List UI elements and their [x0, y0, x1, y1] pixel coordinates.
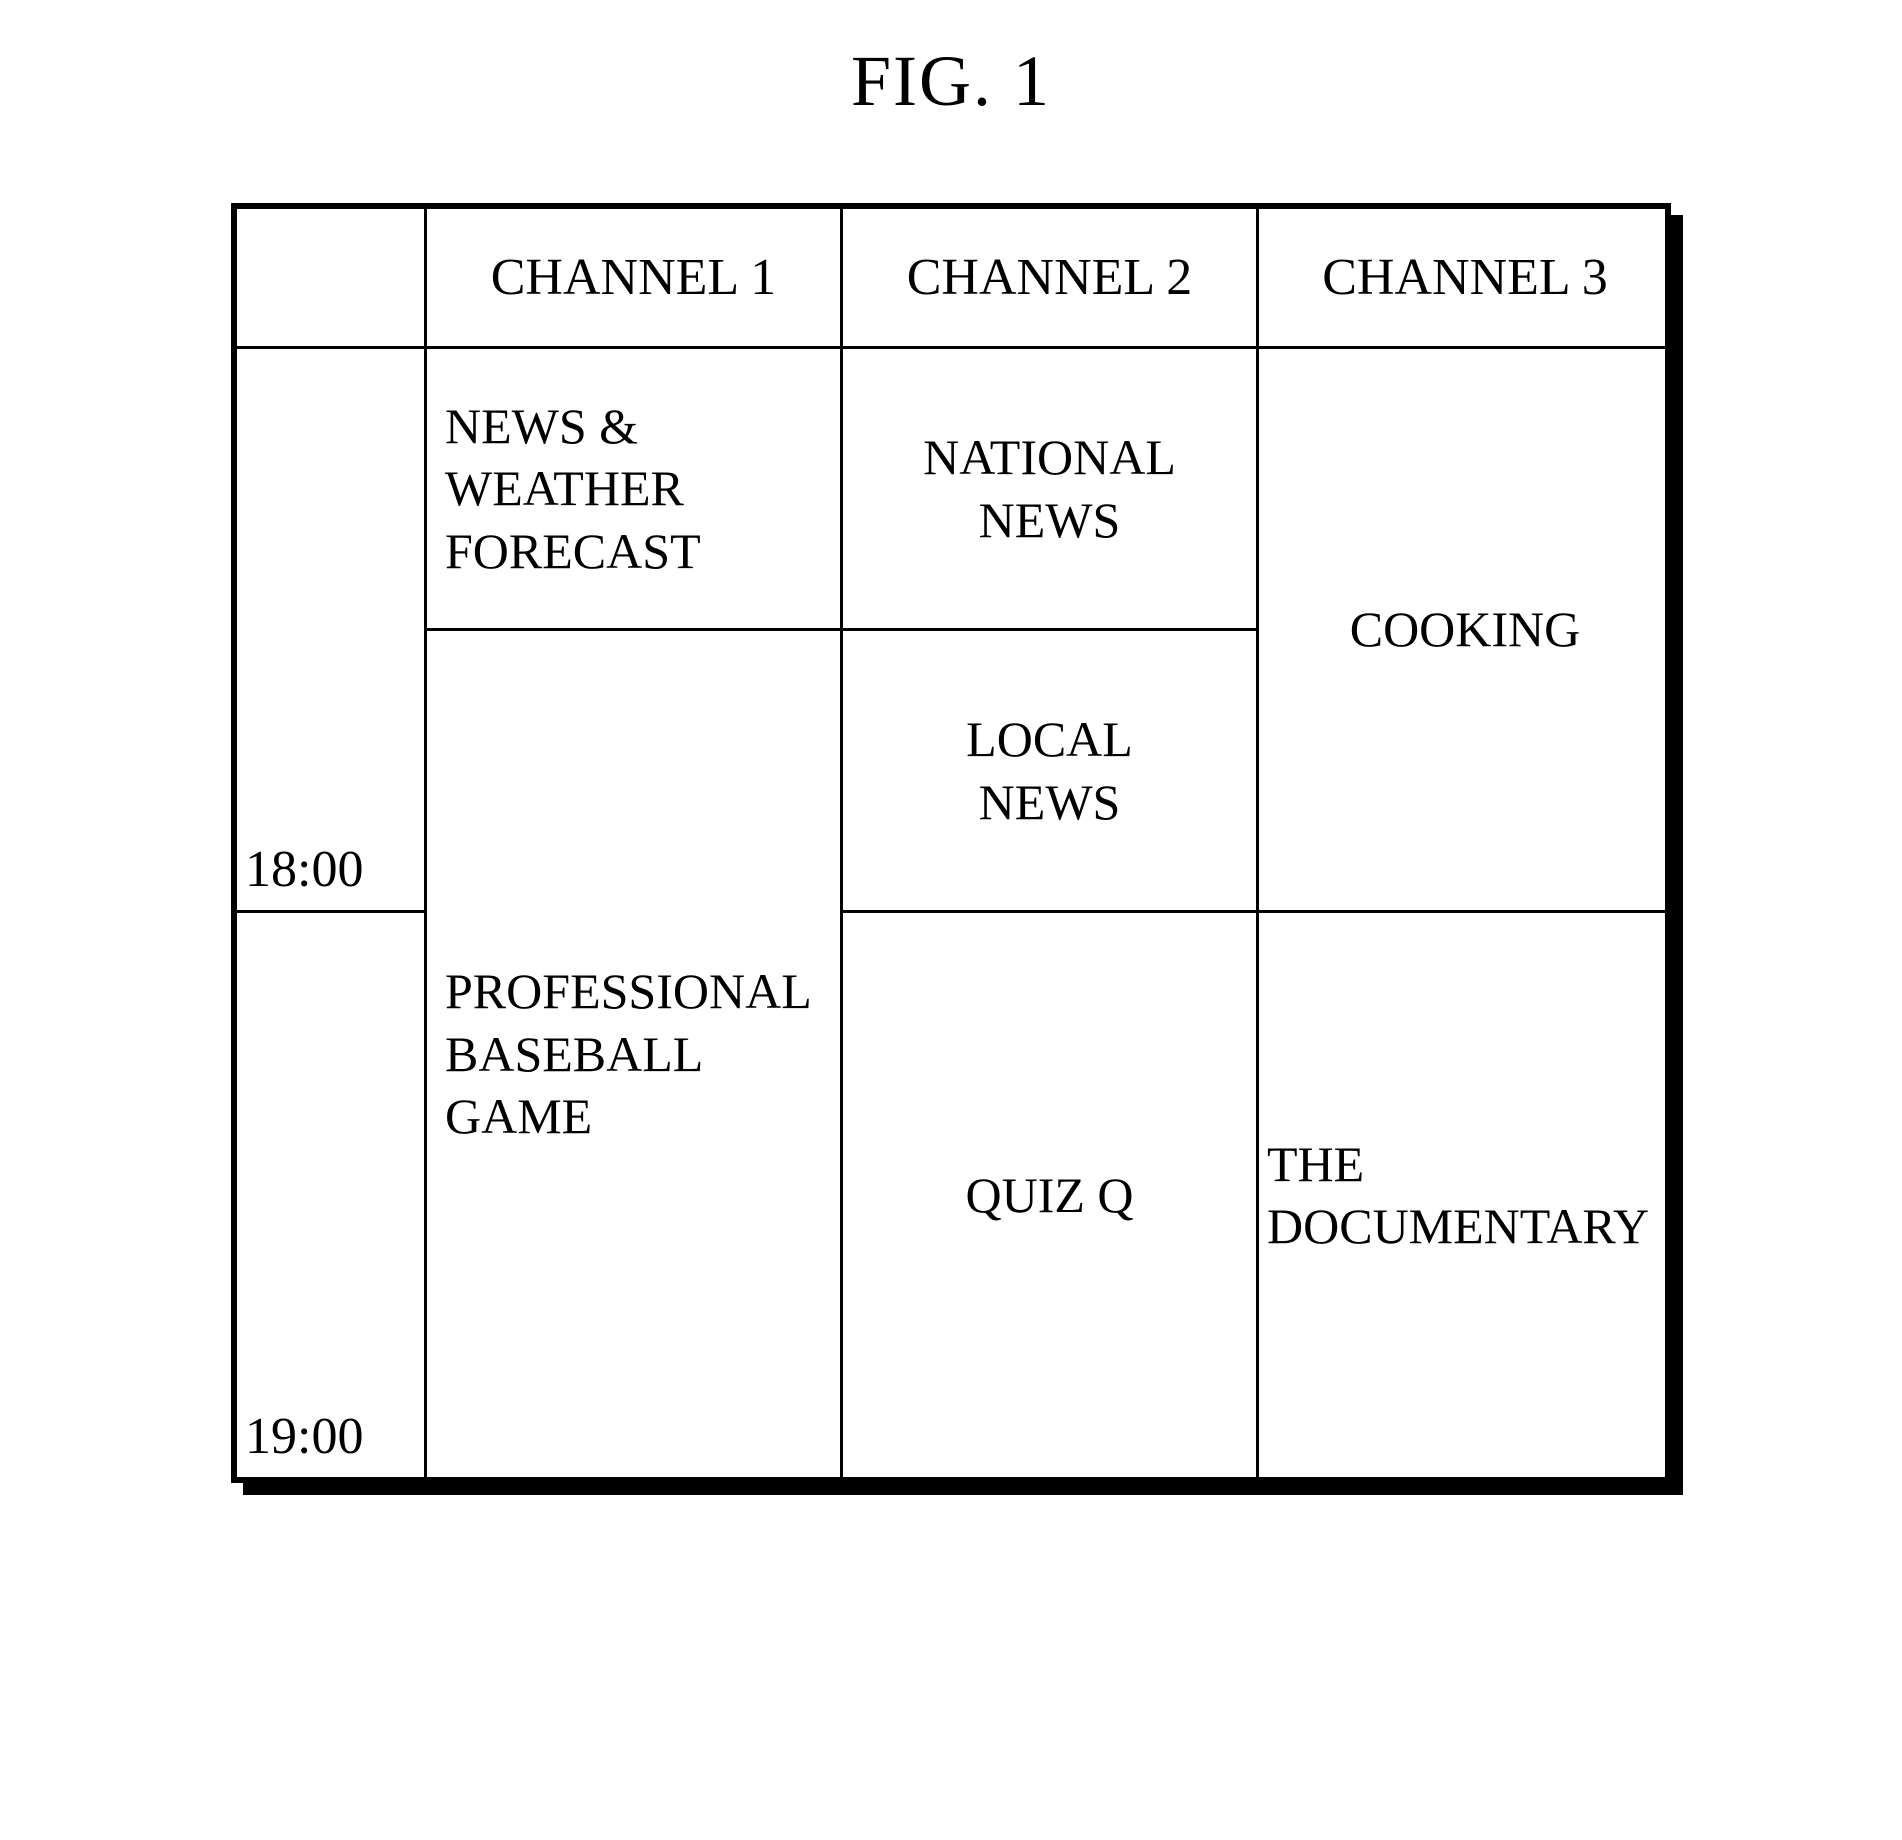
time-1800: 18:00	[237, 349, 427, 913]
prog-ch1-baseball: PROFESSIONAL BASEBALL GAME	[427, 631, 843, 1477]
header-corner	[237, 209, 427, 349]
prog-ch1-news-weather: NEWS & WEATHER FORECAST	[427, 349, 843, 631]
time-1900: 19:00	[237, 913, 427, 1477]
col-header-ch2: CHANNEL 2	[843, 209, 1259, 349]
tv-guide-grid: CHANNEL 1 CHANNEL 2 CHANNEL 3 18:00 19:0…	[231, 203, 1671, 1483]
prog-ch2-local-news: LOCAL NEWS	[843, 631, 1259, 913]
prog-ch2-quiz: QUIZ Q	[843, 913, 1259, 1477]
prog-ch3-cooking: COOKING	[1259, 349, 1671, 913]
col-header-ch3: CHANNEL 3	[1259, 209, 1671, 349]
col-header-ch1: CHANNEL 1	[427, 209, 843, 349]
grid-body: CHANNEL 1 CHANNEL 2 CHANNEL 3 18:00 19:0…	[231, 203, 1671, 1483]
prog-ch3-documentary: THE DOCUMENTARY	[1259, 913, 1671, 1477]
prog-ch2-national-news: NATIONAL NEWS	[843, 349, 1259, 631]
figure-title: FIG. 1	[0, 40, 1902, 123]
